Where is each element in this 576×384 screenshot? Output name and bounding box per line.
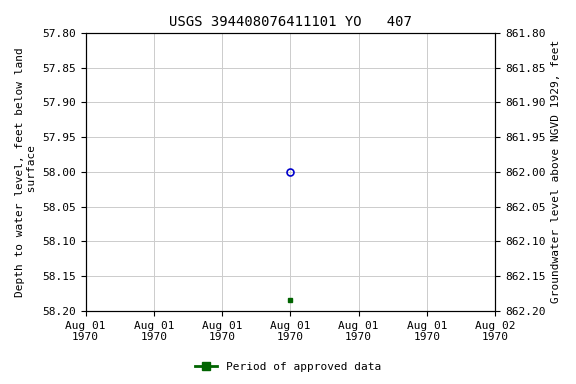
- Legend: Period of approved data: Period of approved data: [191, 358, 385, 377]
- Y-axis label: Groundwater level above NGVD 1929, feet: Groundwater level above NGVD 1929, feet: [551, 40, 561, 303]
- Title: USGS 394408076411101 YO   407: USGS 394408076411101 YO 407: [169, 15, 412, 29]
- Y-axis label: Depth to water level, feet below land
 surface: Depth to water level, feet below land su…: [15, 47, 37, 297]
